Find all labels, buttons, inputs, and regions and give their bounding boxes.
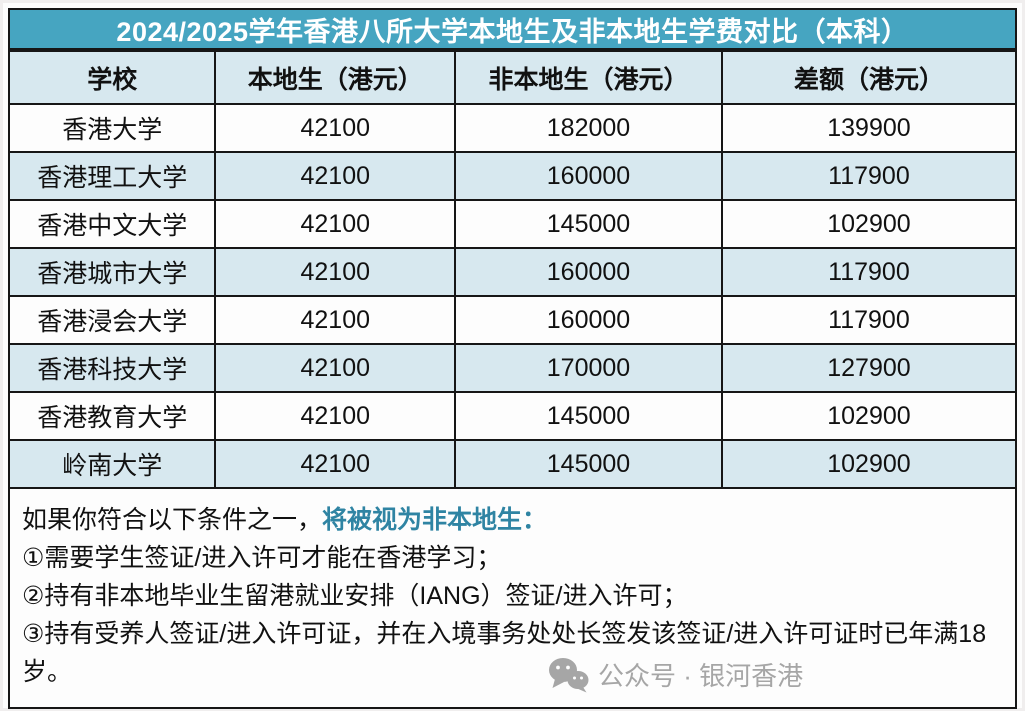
cell-nonlocal: 170000 [454, 343, 723, 393]
wechat-account-label: 公众号 · 银河香港 [598, 661, 804, 691]
cell-school: 香港中文大学 [7, 199, 217, 249]
cell-nonlocal: 145000 [454, 391, 723, 441]
note-item-2: ②持有非本地毕业生留港就业安排（IANG）签证/进入许可； [22, 582, 688, 610]
table-row: 岭南大学 42100 145000 102900 [7, 439, 1018, 489]
cell-school: 香港浸会大学 [7, 295, 217, 345]
table-row: 香港中文大学 42100 145000 102900 [7, 199, 1018, 249]
cell-diff: 102900 [720, 391, 1018, 441]
table-row: 香港科技大学 42100 170000 127900 [7, 343, 1018, 393]
cell-local: 42100 [214, 199, 457, 249]
cell-local: 42100 [214, 103, 457, 153]
cell-school: 岭南大学 [7, 439, 217, 489]
cell-diff: 117900 [720, 247, 1018, 297]
table-row: 香港大学 42100 182000 139900 [7, 103, 1018, 153]
table-header-row: 学校 本地生（港元） 非本地生（港元） 差额（港元） [7, 50, 1018, 105]
notes-intro-line: 如果你符合以下条件之一，将被视为非本地生： [22, 501, 1003, 539]
cell-nonlocal: 145000 [454, 439, 723, 489]
cell-school: 香港科技大学 [7, 343, 217, 393]
cell-diff: 139900 [720, 103, 1018, 153]
cell-school: 香港理工大学 [7, 151, 217, 201]
cell-nonlocal: 160000 [454, 247, 723, 297]
notes-intro-highlight: 将被视为非本地生： [322, 506, 548, 534]
cell-school: 香港教育大学 [7, 391, 217, 441]
cell-nonlocal: 160000 [454, 151, 723, 201]
page-title: 2024/2025学年香港八所大学本地生及非本地生学费对比（本科） [8, 8, 1017, 50]
column-header-diff: 差额（港元） [720, 50, 1018, 105]
page-title-text: 2024/2025学年香港八所大学本地生及非本地生学费对比（本科） [116, 16, 909, 47]
cell-diff: 117900 [720, 151, 1018, 201]
cell-diff: 117900 [720, 295, 1018, 345]
table-row: 香港城市大学 42100 160000 117900 [7, 247, 1018, 297]
column-header-school: 学校 [7, 50, 217, 105]
table-row: 香港教育大学 42100 145000 102900 [7, 391, 1018, 441]
content-frame: 2024/2025学年香港八所大学本地生及非本地生学费对比（本科） 学校 本地生… [7, 8, 1018, 709]
cell-local: 42100 [214, 247, 457, 297]
note-item-1: ①需要学生签证/进入许可才能在香港学习； [22, 544, 502, 572]
cell-school: 香港大学 [7, 103, 217, 153]
cell-diff: 127900 [720, 343, 1018, 393]
cell-diff: 102900 [720, 199, 1018, 249]
column-header-nonlocal: 非本地生（港元） [454, 50, 723, 105]
table-row: 香港理工大学 42100 160000 117900 [7, 151, 1018, 201]
note-item-3: ③持有受养人签证/进入许可证，并在入境事务处处长签发该签证/进入许可证时已年满1… [22, 620, 987, 686]
cell-local: 42100 [214, 439, 457, 489]
cell-diff: 102900 [720, 439, 1018, 489]
cell-local: 42100 [214, 151, 457, 201]
eligibility-notes: 如果你符合以下条件之一，将被视为非本地生： ①需要学生签证/进入许可才能在香港学… [8, 489, 1017, 709]
tuition-table: 学校 本地生（港元） 非本地生（港元） 差额（港元） 香港大学 42100 18… [7, 50, 1018, 489]
cell-nonlocal: 182000 [454, 103, 723, 153]
notes-intro-prefix: 如果你符合以下条件之一， [22, 506, 323, 534]
cell-nonlocal: 145000 [454, 199, 723, 249]
wechat-account-badge: 公众号 · 银河香港 [548, 656, 803, 693]
cell-local: 42100 [214, 391, 457, 441]
column-header-local: 本地生（港元） [214, 50, 457, 105]
cell-school: 香港城市大学 [7, 247, 217, 297]
cell-local: 42100 [214, 343, 457, 393]
cell-nonlocal: 160000 [454, 295, 723, 345]
wechat-icon [548, 657, 590, 693]
table-row: 香港浸会大学 42100 160000 117900 [7, 295, 1018, 345]
cell-local: 42100 [214, 295, 457, 345]
